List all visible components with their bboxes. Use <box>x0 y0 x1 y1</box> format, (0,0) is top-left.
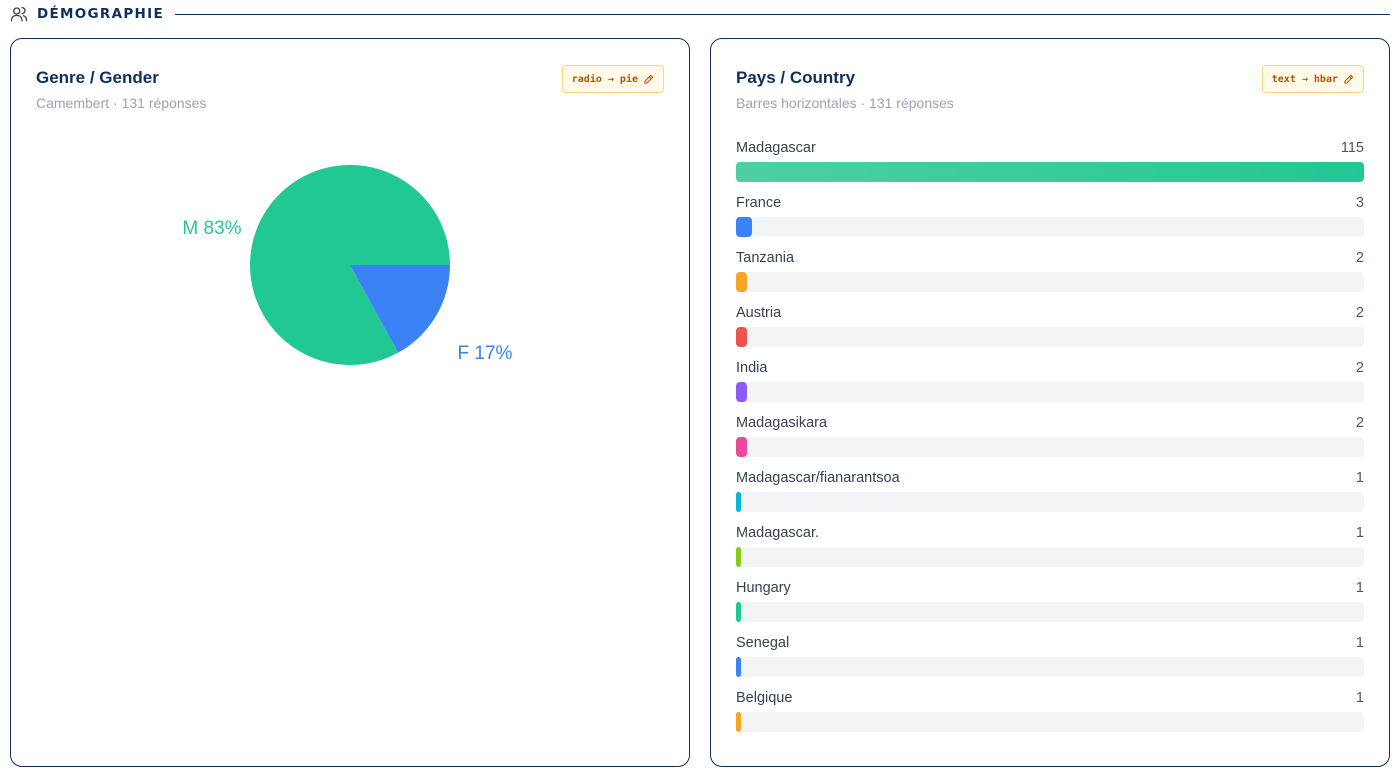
country-card: Pays / Country Barres horizontales · 131… <box>710 38 1390 767</box>
bar-value: 2 <box>1355 305 1364 321</box>
bar-track <box>736 437 1364 457</box>
bar-value: 1 <box>1355 690 1364 706</box>
bar-track <box>736 657 1364 677</box>
bar-value: 1 <box>1355 525 1364 541</box>
pencil-icon[interactable] <box>643 74 654 85</box>
bar-track <box>736 712 1364 732</box>
bar-row: Madagasikara 2 <box>736 415 1364 470</box>
bar-value: 3 <box>1355 195 1364 211</box>
bar-value: 1 <box>1355 470 1364 486</box>
pie-slice[interactable] <box>350 265 450 353</box>
bar-label: Madagascar. <box>736 525 820 541</box>
bar[interactable] <box>736 492 742 512</box>
pencil-icon[interactable] <box>1343 74 1354 85</box>
bar-row: Madagascar. 1 <box>736 525 1364 580</box>
bar-label: Hungary <box>736 580 791 596</box>
card-title: Genre / Gender <box>36 68 159 87</box>
bar[interactable] <box>736 437 747 457</box>
bar-row: India 2 <box>736 360 1364 415</box>
bar-value: 2 <box>1355 415 1364 431</box>
bar-label: Belgique <box>736 690 793 706</box>
bar[interactable] <box>736 162 1364 182</box>
card-subtitle: Barres horizontales · 131 réponses <box>736 95 954 111</box>
bar-value: 1 <box>1355 635 1364 651</box>
badge-label: text → hbar <box>1271 73 1338 85</box>
hbar-chart: Madagascar 115 France 3 Tanzania 2 Austria 2 Ind… <box>736 140 1364 745</box>
chart-type-badge[interactable]: radio → pie <box>561 65 664 93</box>
bar-row: Madagascar 115 <box>736 140 1364 195</box>
bar-label: Madagascar/fianarantsoa <box>736 470 900 486</box>
section-header: DÉMOGRAPHIE <box>10 4 1390 24</box>
gender-card: Genre / Gender Camembert · 131 réponses … <box>10 38 690 767</box>
bar-track <box>736 272 1364 292</box>
bar-track <box>736 602 1364 622</box>
section-title: DÉMOGRAPHIE <box>37 6 164 22</box>
bar-value: 115 <box>1340 140 1364 156</box>
pie-chart: M 83% F 17% <box>182 164 513 365</box>
bar-row: Senegal 1 <box>736 635 1364 690</box>
bar-track <box>736 547 1364 567</box>
bar-label: Austria <box>736 305 782 321</box>
pie-slice[interactable] <box>249 164 450 365</box>
bar[interactable] <box>736 547 742 567</box>
bar[interactable] <box>736 327 747 347</box>
bar-label: France <box>736 195 782 211</box>
chart-type-badge[interactable]: text → hbar <box>1261 65 1364 93</box>
bar[interactable] <box>736 217 753 237</box>
bar-row: France 3 <box>736 195 1364 250</box>
bar-label: Madagascar <box>736 140 816 156</box>
bar-row: Austria 2 <box>736 305 1364 360</box>
bar-value: 2 <box>1355 360 1364 376</box>
bar-row: Tanzania 2 <box>736 250 1364 305</box>
card-subtitle: Camembert · 131 réponses <box>36 95 207 111</box>
bar-track <box>736 492 1364 512</box>
section-divider <box>175 13 1390 15</box>
bar[interactable] <box>736 712 742 732</box>
bar-label: Madagasikara <box>736 415 828 431</box>
badge-label: radio → pie <box>571 73 638 85</box>
bar[interactable] <box>736 657 742 677</box>
bar-track <box>736 217 1364 237</box>
bar-row: Hungary 1 <box>736 580 1364 635</box>
pie-slice-label: M 83% <box>182 218 241 239</box>
bar[interactable] <box>736 382 747 402</box>
bar-track <box>736 382 1364 402</box>
bar[interactable] <box>736 602 742 622</box>
bar-label: Tanzania <box>736 250 795 266</box>
bar-track <box>736 162 1364 182</box>
bar-value: 1 <box>1355 580 1364 596</box>
bar-row: Madagascar/fianarantsoa 1 <box>736 470 1364 525</box>
bar-track <box>736 327 1364 347</box>
pie-slice-label: F 17% <box>458 343 513 364</box>
bar-value: 2 <box>1355 250 1364 266</box>
bar-label: India <box>736 360 768 376</box>
bar-row: Belgique 1 <box>736 690 1364 745</box>
bar[interactable] <box>736 272 747 292</box>
users-icon <box>10 5 28 23</box>
bar-label: Senegal <box>736 635 790 651</box>
card-title: Pays / Country <box>736 68 856 87</box>
